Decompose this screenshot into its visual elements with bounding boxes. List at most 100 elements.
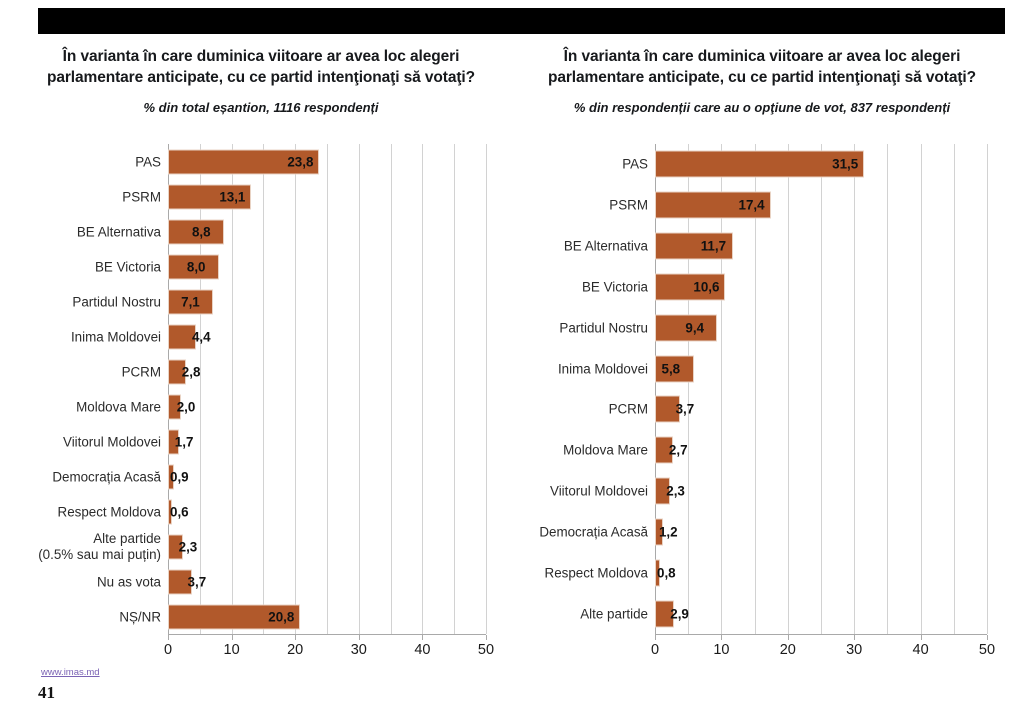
x-axis-tick-label: 30	[350, 642, 367, 658]
chart-bar[interactable]	[655, 273, 726, 301]
bar-value-label: 8,8	[191, 224, 211, 239]
chart-bar[interactable]	[168, 149, 320, 174]
y-axis-line	[168, 144, 169, 634]
bar-value-label: 2,3	[666, 483, 685, 499]
category-label: Viitorul Moldovei	[550, 483, 648, 499]
bar-value-label: 11,7	[700, 238, 727, 254]
bar-value-label: 4,4	[191, 329, 211, 344]
chart-bar[interactable]	[655, 436, 673, 464]
category-label: PAS	[622, 156, 648, 172]
bar-value-label: 10,6	[693, 279, 720, 295]
chart-bar[interactable]	[655, 191, 771, 219]
bar-value-label: 0,9	[170, 469, 189, 484]
chart-row: Respect Moldova 0,8	[545, 552, 987, 593]
bar-value-label: 20,8	[268, 609, 295, 624]
imas-website-link[interactable]: www.imas.md	[41, 667, 100, 678]
gridline	[920, 144, 922, 634]
chart-bar[interactable]	[655, 355, 694, 383]
chart-row: Partidul Nostru 9,4	[559, 307, 987, 348]
minor-gridline	[887, 144, 889, 634]
chart-bar[interactable]	[655, 232, 733, 260]
x-axis-tick	[721, 635, 723, 640]
bar-value-label: 3,7	[675, 401, 695, 417]
x-axis-tick-label: 20	[287, 642, 304, 658]
category-label: Respect Moldova	[544, 564, 648, 580]
minor-gridline	[454, 144, 456, 634]
category-label: PCRM	[608, 401, 648, 417]
category-label: Moldova Mare	[76, 398, 161, 414]
category-label: BE Alternativa	[76, 223, 161, 239]
chart-bar[interactable]	[655, 477, 671, 505]
bar-value-label: 9,4	[685, 320, 705, 336]
x-axis-tick	[486, 635, 487, 640]
gridline	[295, 144, 297, 634]
bar-value-label: 2,3	[178, 539, 198, 554]
category-label: PAS	[135, 153, 161, 169]
category-label: BE Victoria	[582, 279, 648, 295]
x-axis-tick-label: 40	[414, 642, 431, 658]
bar-value-label: 13,1	[219, 189, 246, 204]
chart-row: Democrația Acasă 1,2	[539, 512, 987, 553]
category-label: Viitorul Moldovei	[63, 433, 161, 449]
x-axis-tick-label: 10	[223, 642, 240, 658]
chart-bar[interactable]	[168, 289, 214, 314]
chart-row: Viitorul Moldovei 1,7	[63, 424, 486, 459]
chart-row: BE Alternativa 11,7	[564, 226, 987, 267]
bar-value-label: 0,6	[170, 504, 189, 519]
grid-area-left: 0 10 20 30 40 50 PAS 23,8 PSRM 13,1 BE Alternativa…	[38, 144, 494, 658]
x-axis-tick	[787, 635, 789, 640]
chart-bar[interactable]	[168, 254, 219, 279]
bar-value-label: 3,7	[187, 574, 207, 589]
chart-bar[interactable]	[168, 429, 179, 454]
x-axis-tick-label: 0	[650, 642, 660, 658]
chart-bar[interactable]	[168, 534, 183, 559]
chart-bar[interactable]	[168, 359, 186, 384]
chart-bar[interactable]	[168, 569, 192, 594]
chart-bar[interactable]	[168, 604, 301, 629]
x-axis-tick-label: 10	[713, 642, 730, 658]
top-banner-bar	[38, 8, 1005, 34]
chart-row: PAS 23,8	[135, 144, 486, 179]
chart-bar[interactable]	[655, 395, 680, 423]
gridline	[854, 144, 856, 634]
chart-bar[interactable]	[168, 324, 196, 349]
minor-gridline	[263, 144, 265, 634]
bar-value-label: 2,7	[668, 442, 688, 458]
chart-bar[interactable]	[655, 518, 663, 546]
chart-row: BE Victoria 10,6	[582, 267, 987, 308]
category-label: NȘ/NR	[119, 608, 161, 624]
gridline	[422, 144, 424, 634]
chart-bar[interactable]	[655, 600, 675, 628]
chart-row: PAS 31,5	[622, 144, 987, 185]
x-axis-tick	[168, 635, 169, 640]
chart-panel-right: În varianta în care duminica viitoare ar…	[512, 46, 1012, 666]
chart-bar[interactable]	[655, 314, 718, 342]
x-axis-tick	[854, 635, 856, 640]
category-label: Partidul Nostru	[559, 319, 648, 335]
chart-bar[interactable]	[168, 184, 252, 209]
category-label: BE Victoria	[95, 258, 161, 274]
gridline	[787, 144, 789, 634]
chart-row: Moldova Mare 2,0	[76, 389, 486, 424]
chart-row: PCRM 3,7	[609, 389, 987, 430]
category-label: PSRM	[122, 188, 161, 204]
chart-bar[interactable]	[168, 499, 172, 524]
category-label: Moldova Mare	[563, 442, 648, 458]
chart-row: Moldova Mare 2,7	[563, 430, 987, 471]
x-axis-tick	[358, 635, 360, 640]
chart-bar[interactable]	[168, 219, 224, 244]
x-axis-tick-label: 30	[846, 642, 863, 658]
bar-value-label: 31,5	[832, 156, 859, 172]
category-label: BE Alternativa	[563, 238, 648, 254]
chart-bar[interactable]	[655, 150, 865, 178]
category-label: PCRM	[121, 363, 161, 379]
chart-bar[interactable]	[168, 464, 174, 489]
category-label: Respect Moldova	[57, 503, 161, 519]
plot-area-left: 0 10 20 30 40 50 PAS 23,8 PSRM 13,1 BE Alternativa…	[12, 144, 510, 664]
chart-bar[interactable]	[655, 559, 661, 587]
category-label: Democrația Acasă	[52, 468, 161, 484]
minor-gridline	[688, 144, 690, 634]
chart-bar[interactable]	[168, 394, 181, 419]
minor-gridline	[327, 144, 328, 634]
category-label: Inima Moldovei	[70, 328, 161, 344]
